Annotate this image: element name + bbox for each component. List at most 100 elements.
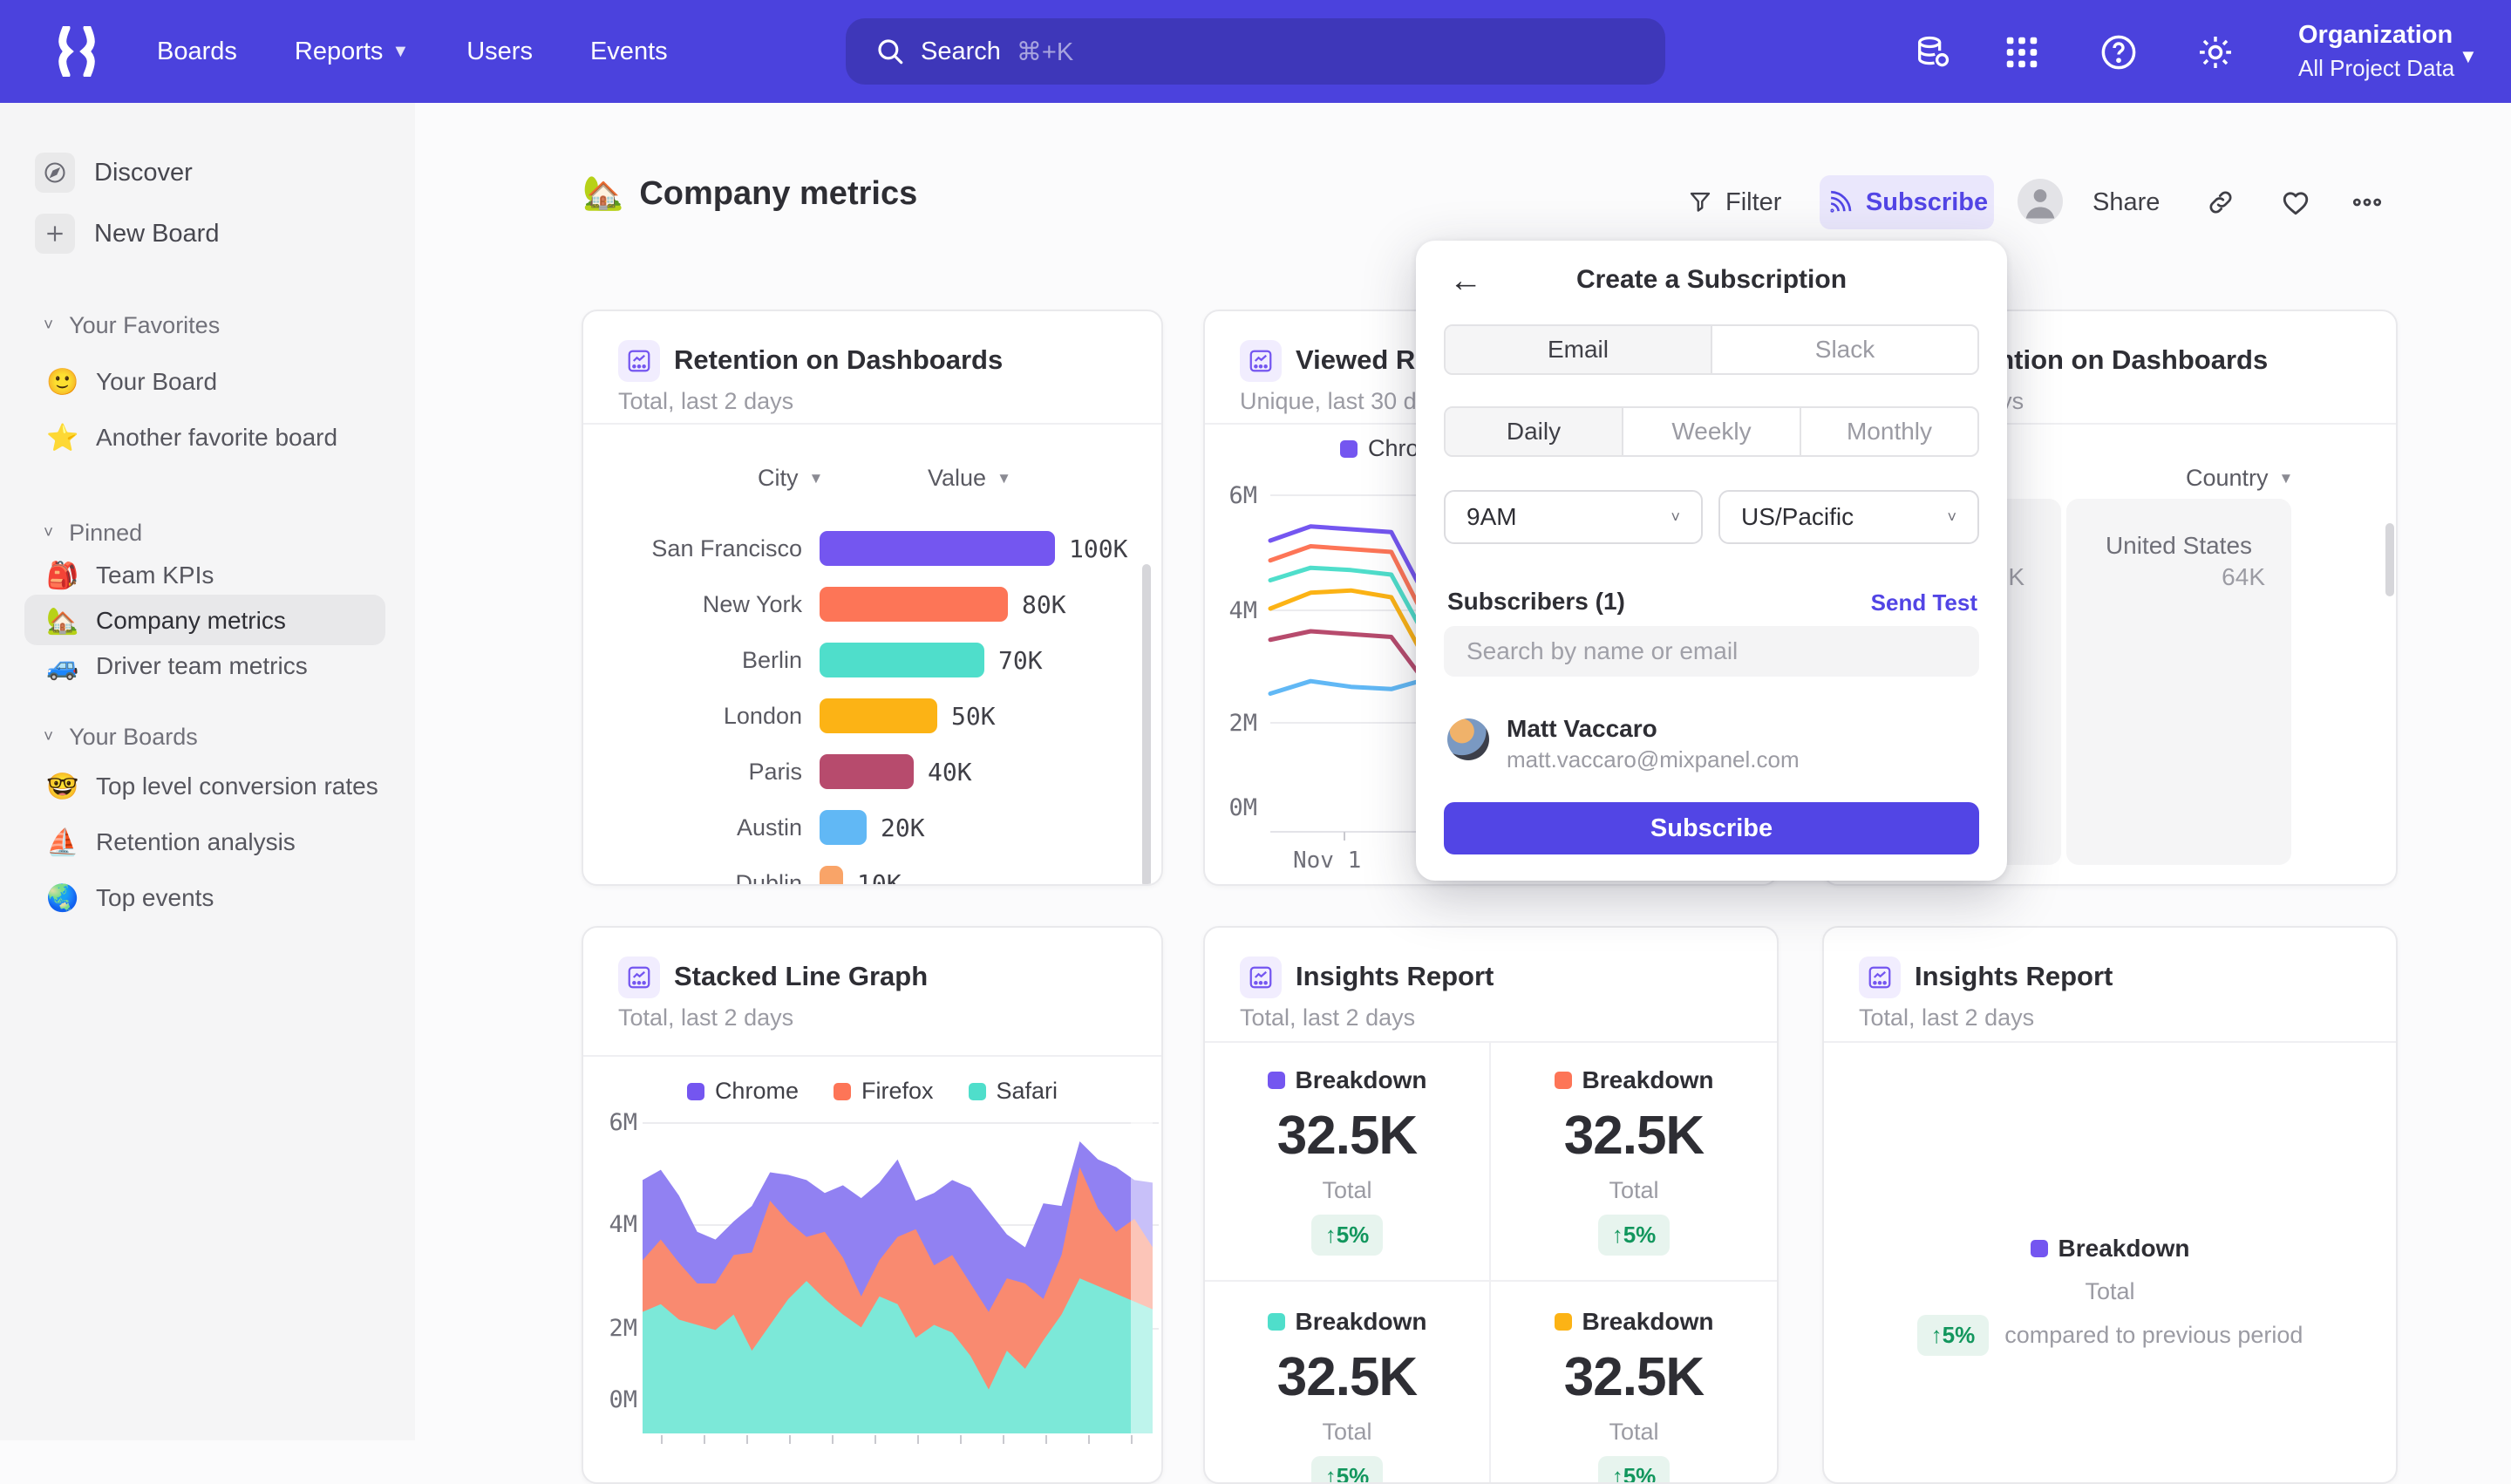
bar-category-label: Berlin — [583, 647, 802, 674]
subscriber-name: Matt Vaccaro — [1507, 715, 1657, 743]
delta-badge: ↑5% — [1311, 1215, 1384, 1256]
tab-daily[interactable]: Daily — [1446, 408, 1623, 455]
sidebar-item-company-metrics[interactable]: 🏡 Company metrics — [45, 600, 286, 642]
bar-value-label: 50K — [951, 702, 996, 731]
bar — [820, 643, 984, 677]
sidebar-item-driver-team-metrics[interactable]: 🚙 Driver team metrics — [45, 645, 308, 687]
nav-boards[interactable]: Boards — [157, 37, 237, 66]
sidebar-item-top-level-conversion-rates[interactable]: 🤓 Top level conversion rates — [45, 766, 378, 807]
sidebar-item-discover[interactable]: Discover — [35, 148, 193, 197]
scrollbar[interactable] — [1142, 564, 1151, 886]
subscribe-button[interactable]: Subscribe — [1820, 175, 1994, 229]
sidebar-item-your-board[interactable]: 🙂 Your Board — [45, 361, 217, 403]
bar-value-label: 10K — [857, 869, 902, 887]
breakdown-label: Breakdown — [1555, 1308, 1714, 1336]
delta-badge: ↑5% — [1917, 1315, 1990, 1356]
sidebar-item-another-favorite-board[interactable]: ⭐ Another favorite board — [45, 417, 337, 459]
sidebar-item-new-board[interactable]: New Board — [35, 209, 219, 258]
bar-value-label: 80K — [1022, 590, 1066, 619]
sidebar-item-label: Retention analysis — [96, 828, 296, 856]
tab-weekly[interactable]: Weekly — [1623, 408, 1801, 455]
nav-events[interactable]: Events — [590, 37, 668, 66]
delta-badge: ↑5% — [1598, 1215, 1671, 1256]
report-chart-icon — [1240, 956, 1282, 998]
subscribers-count-label: Subscribers (1) — [1447, 588, 1625, 616]
settings-gear-icon[interactable] — [2195, 32, 2235, 72]
sidebar-item-team-kpis[interactable]: 🎒 Team KPIs — [45, 555, 214, 596]
chevron-down-icon[interactable]: ▼ — [2459, 45, 2478, 68]
legend-swatch — [1555, 1072, 1572, 1089]
sidebar-item-top-events[interactable]: 🌏 Top events — [45, 877, 214, 919]
bar-value-label: 100K — [1069, 534, 1127, 563]
modal-title: Create a Subscription — [1416, 265, 2007, 295]
board-emoji: 🙂 — [45, 367, 80, 398]
delta-row: ↑5% compared to previous period — [1824, 1315, 2396, 1356]
sidebar-item-label: Another favorite board — [96, 424, 337, 452]
link-icon — [2206, 187, 2235, 217]
sidebar-section-favorites[interactable]: ˅ Your Favorites — [44, 312, 220, 339]
filter-button[interactable]: Filter — [1687, 175, 1781, 229]
time-select[interactable]: 9AM˅ — [1444, 490, 1703, 544]
nav-users[interactable]: Users — [466, 37, 533, 66]
column-header-country[interactable]: Country▼ — [2186, 465, 2293, 492]
bar — [820, 754, 914, 789]
heart-icon — [2280, 187, 2311, 218]
scrollbar[interactable] — [2385, 523, 2394, 596]
sidebar-item-label: Discover — [94, 159, 193, 187]
sidebar-item-label: Top events — [96, 884, 214, 912]
nav-reports[interactable]: Reports▼ — [295, 37, 409, 66]
tab-slack[interactable]: Slack — [1712, 326, 1977, 373]
divider — [1824, 1041, 2396, 1043]
apps-grid-icon[interactable] — [2002, 32, 2042, 72]
avatar[interactable] — [2018, 179, 2063, 224]
chevron-down-icon: ˅ — [1947, 508, 1956, 527]
column-header-city[interactable]: City▼ — [758, 465, 823, 492]
mixpanel-logo[interactable] — [54, 26, 99, 77]
sidebar-item-label: Driver team metrics — [96, 652, 308, 680]
share-button[interactable]: Share — [2092, 175, 2160, 229]
sidebar-item-retention-analysis[interactable]: ⛵ Retention analysis — [45, 821, 296, 863]
stacked-area-chart — [583, 928, 1163, 1484]
card-title: Retention on Dashboards — [674, 344, 1003, 376]
card-subtitle: Total, last 2 days — [1859, 1004, 2034, 1031]
card-insights-report-single: Insights Report Total, last 2 days Break… — [1822, 926, 2398, 1484]
tab-email[interactable]: Email — [1446, 326, 1712, 373]
modal-subscribe-button[interactable]: Subscribe — [1444, 802, 1979, 854]
compass-icon — [35, 153, 75, 193]
bar-category-label: Paris — [583, 759, 802, 786]
breakdown-label: Breakdown — [1268, 1066, 1427, 1094]
report-chart-icon — [1859, 956, 1901, 998]
bar-category-label: Austin — [583, 814, 802, 841]
data-management-icon[interactable] — [1913, 32, 1953, 72]
search-input[interactable]: Search ⌘+K — [846, 18, 1665, 85]
card-title: Insights Report — [1296, 961, 1494, 992]
sidebar-section-your-boards[interactable]: ˅ Your Boards — [44, 724, 198, 751]
tab-monthly[interactable]: Monthly — [1801, 408, 1977, 455]
sidebar-section-pinned[interactable]: ˅ Pinned — [44, 520, 142, 547]
send-test-link[interactable]: Send Test — [1871, 589, 1977, 616]
copy-link-button[interactable] — [2206, 175, 2235, 229]
favorite-button[interactable] — [2280, 175, 2311, 229]
column-header-value[interactable]: Value▼ — [928, 465, 1011, 492]
board-emoji: ⛵ — [45, 827, 80, 858]
bar-value-label: 70K — [998, 646, 1043, 675]
channel-segmented-control: Email Slack — [1444, 324, 1979, 375]
ellipsis-icon — [2350, 185, 2385, 220]
total-label: Total — [1609, 1177, 1658, 1204]
total-label: Total — [1824, 1278, 2396, 1305]
subscriber-email: matt.vaccaro@mixpanel.com — [1507, 746, 1800, 773]
help-icon[interactable] — [2099, 32, 2139, 72]
subscriber-search-input[interactable]: Search by name or email — [1444, 626, 1979, 677]
more-options-button[interactable] — [2350, 175, 2385, 229]
timezone-select[interactable]: US/Pacific˅ — [1718, 490, 1979, 544]
sidebar-item-label: Team KPIs — [96, 562, 214, 589]
plus-icon — [35, 214, 75, 254]
page-title: 🏡 Company metrics — [582, 174, 917, 213]
subscribe-rss-icon — [1826, 188, 1854, 216]
org-switcher[interactable]: Organization All Project Data — [2298, 21, 2454, 82]
board-emoji: 🚙 — [45, 651, 80, 682]
